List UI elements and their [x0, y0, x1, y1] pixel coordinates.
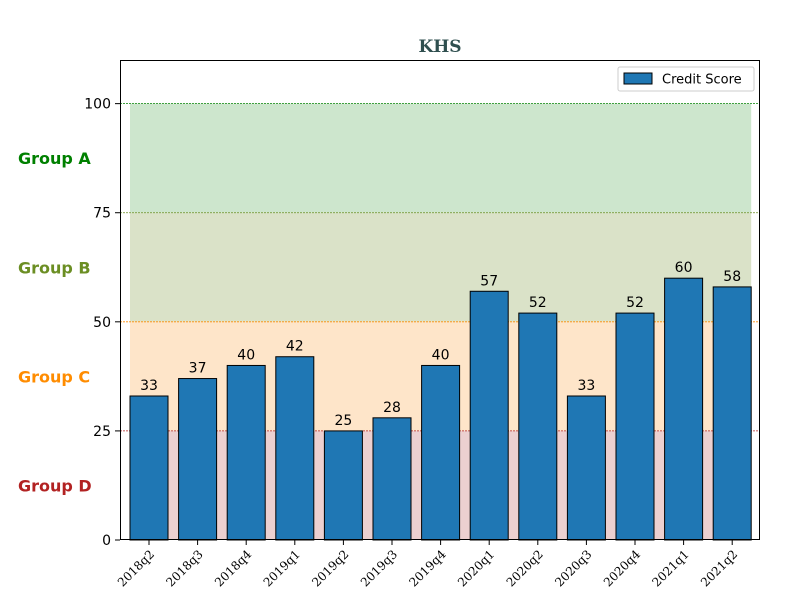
legend: Credit Score: [617, 66, 755, 92]
x-tick-label: 2020q2: [504, 547, 546, 589]
bar-value-label: 52: [529, 295, 547, 311]
x-tick-label: 2018q3: [163, 547, 205, 589]
bar-2019q2: [323, 430, 363, 541]
y-tick-label: 100: [84, 97, 111, 113]
x-tick-label: 2019q4: [406, 547, 449, 590]
x-tick-label: 2019q1: [261, 547, 303, 589]
bar-value-label: 33: [577, 378, 595, 394]
bar-value-label: 60: [675, 260, 693, 276]
plot-frame: [120, 60, 760, 540]
bar-value-label: 28: [383, 400, 401, 416]
band-group-a: [130, 103, 752, 213]
bar-2018q2: [129, 395, 169, 541]
bar-2020q1: [469, 290, 509, 541]
x-tick-label: 2019q3: [358, 547, 400, 589]
bar-2019q3: [372, 417, 412, 541]
x-tick-label: 2018q4: [212, 547, 255, 590]
legend-swatch: [623, 72, 653, 85]
bar-2019q4: [421, 364, 461, 541]
group-label-group-b: Group B: [18, 258, 91, 277]
x-tick-label: 2021q2: [698, 547, 740, 589]
bar-2018q3: [178, 378, 218, 541]
x-tick-label: 2018q2: [115, 547, 157, 589]
bar-value-label: 33: [140, 378, 158, 394]
bar-2021q2: [712, 286, 752, 541]
bar-2020q4: [615, 312, 655, 541]
x-tick-label: 2020q3: [552, 547, 594, 589]
bar-value-label: 52: [626, 295, 644, 311]
bar-2020q2: [518, 312, 558, 541]
bar-value-label: 25: [334, 413, 352, 429]
legend-label: Credit Score: [662, 73, 742, 88]
x-tick-label: 2021q1: [649, 547, 691, 589]
x-tick-label: 2020q1: [455, 547, 497, 589]
bar-2018q4: [226, 364, 266, 541]
bar-2021q1: [664, 277, 704, 541]
bar-value-label: 40: [432, 347, 450, 363]
bar-value-label: 57: [480, 273, 498, 289]
bar-value-label: 42: [286, 339, 304, 355]
y-tick-label: 25: [93, 424, 111, 440]
bar-value-label: 37: [189, 361, 207, 377]
x-tick-label: 2019q2: [309, 547, 351, 589]
group-label-group-d: Group D: [18, 476, 92, 495]
bar-2019q1: [275, 356, 315, 541]
band-group-b: [130, 212, 752, 322]
chart-title: KHS: [418, 37, 461, 57]
y-tick-label: 0: [102, 533, 111, 549]
group-label-group-c: Group C: [18, 367, 90, 386]
bar-value-label: 58: [723, 269, 741, 285]
bar-value-label: 40: [237, 347, 255, 363]
x-tick-label: 2020q4: [601, 547, 644, 590]
group-label-group-a: Group A: [18, 149, 91, 168]
bar-2020q3: [566, 395, 606, 541]
y-tick-label: 50: [93, 315, 111, 331]
y-tick-label: 75: [93, 206, 111, 222]
